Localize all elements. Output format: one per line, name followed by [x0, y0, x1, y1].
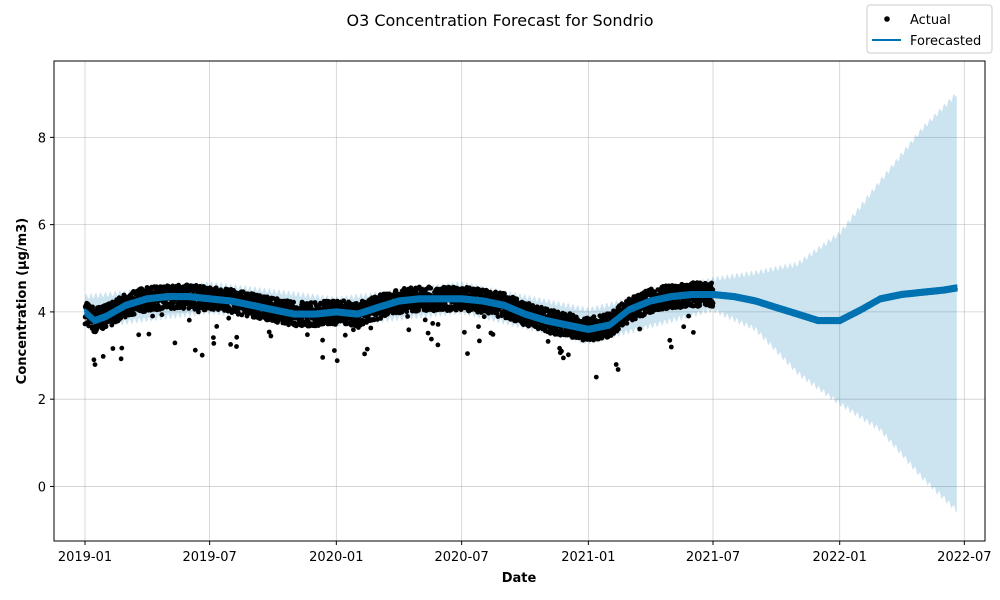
actual-point	[136, 332, 142, 338]
legend: Actual Forecasted	[866, 4, 993, 54]
actual-point	[613, 362, 619, 367]
actual-point	[91, 357, 97, 363]
actual-point	[213, 285, 219, 291]
x-tick-label: 2021-01	[561, 550, 615, 565]
y-axis-ticks: 0 2 4 6 8	[38, 131, 54, 495]
actual-point	[266, 329, 272, 335]
actual-point	[320, 355, 326, 360]
actual-point	[211, 341, 217, 346]
legend-actual-label: Actual	[910, 13, 951, 28]
x-tick-label: 2021-07	[686, 550, 740, 565]
actual-point	[186, 317, 192, 323]
actual-point	[435, 322, 441, 327]
actual-point	[691, 330, 696, 335]
actual-point	[122, 314, 128, 320]
legend-actual-marker	[884, 16, 890, 22]
actual-point	[196, 309, 201, 315]
y-tick-label: 2	[38, 393, 46, 408]
actual-point	[710, 300, 716, 306]
actual-point	[615, 367, 621, 372]
x-tick-label: 2020-07	[434, 550, 488, 565]
x-tick-label: 2019-07	[182, 550, 236, 565]
actual-point	[119, 345, 125, 351]
actual-point	[561, 355, 566, 361]
actual-point	[332, 348, 337, 353]
actual-point	[667, 337, 673, 343]
y-tick-label: 0	[38, 480, 46, 495]
y-tick-label: 6	[38, 219, 46, 234]
actual-point	[131, 311, 137, 317]
y-axis-label: Concentration (µg/m3)	[15, 218, 30, 384]
actual-point	[476, 324, 481, 329]
actual-point	[110, 346, 116, 351]
actual-point	[668, 344, 674, 350]
actual-point	[406, 327, 412, 333]
actual-point	[435, 342, 441, 348]
actual-point	[425, 330, 431, 336]
y-tick-label: 8	[38, 131, 46, 146]
actual-point	[172, 340, 178, 346]
actual-point	[405, 314, 410, 319]
actual-point	[709, 280, 714, 286]
actual-point	[490, 332, 496, 337]
actual-point	[291, 299, 296, 305]
actual-point	[150, 313, 156, 319]
x-tick-label: 2019-01	[58, 550, 112, 565]
actual-point	[637, 326, 643, 332]
actual-point	[462, 329, 467, 335]
actual-point	[624, 320, 630, 326]
actual-point	[368, 325, 374, 331]
actual-point	[430, 321, 436, 326]
actual-point	[159, 312, 165, 318]
actual-point	[146, 331, 152, 337]
actual-point	[181, 305, 187, 310]
actual-point	[465, 351, 470, 356]
actual-point	[320, 337, 325, 343]
actual-point	[616, 326, 621, 332]
actual-point	[228, 342, 234, 347]
legend-forecast-label: Forecasted	[910, 34, 981, 49]
actual-point	[422, 317, 428, 323]
actual-point	[92, 362, 98, 367]
actual-point	[192, 347, 198, 353]
actual-point	[103, 324, 109, 329]
actual-point	[362, 351, 367, 357]
actual-point	[428, 285, 434, 291]
actual-point	[514, 296, 520, 302]
actual-point	[429, 336, 434, 342]
x-tick-label: 2022-01	[813, 550, 867, 565]
actual-point	[118, 356, 124, 362]
actual-point	[234, 334, 240, 340]
actual-point	[268, 333, 274, 339]
actual-point	[305, 332, 310, 338]
actual-point	[211, 335, 216, 340]
actual-point	[351, 327, 356, 333]
actual-point	[566, 352, 571, 358]
actual-point	[477, 338, 482, 344]
actual-point	[697, 303, 703, 308]
actual-point	[199, 352, 205, 358]
chart-title: O3 Concentration Forecast for Sondrio	[346, 11, 653, 30]
x-tick-label: 2022-07	[937, 550, 991, 565]
x-tick-label: 2020-01	[309, 550, 363, 565]
x-axis-ticks: 2019-01 2019-07 2020-01 2020-07 2021-01 2021-…	[58, 541, 992, 565]
actual-point	[681, 324, 687, 330]
actual-point	[234, 344, 239, 349]
actual-point	[226, 315, 232, 321]
actual-point	[214, 324, 220, 329]
actual-point	[100, 354, 106, 359]
actual-point	[544, 306, 550, 312]
actual-point	[342, 332, 348, 338]
actual-point	[593, 374, 599, 380]
actual-point	[334, 358, 340, 364]
actual-point	[109, 322, 115, 328]
actual-point	[545, 339, 551, 344]
actual-point	[481, 314, 487, 320]
x-axis-label: Date	[502, 571, 537, 586]
actual-point	[686, 313, 691, 319]
actual-point	[364, 346, 370, 352]
y-tick-label: 4	[38, 306, 46, 321]
actual-point	[559, 348, 564, 354]
